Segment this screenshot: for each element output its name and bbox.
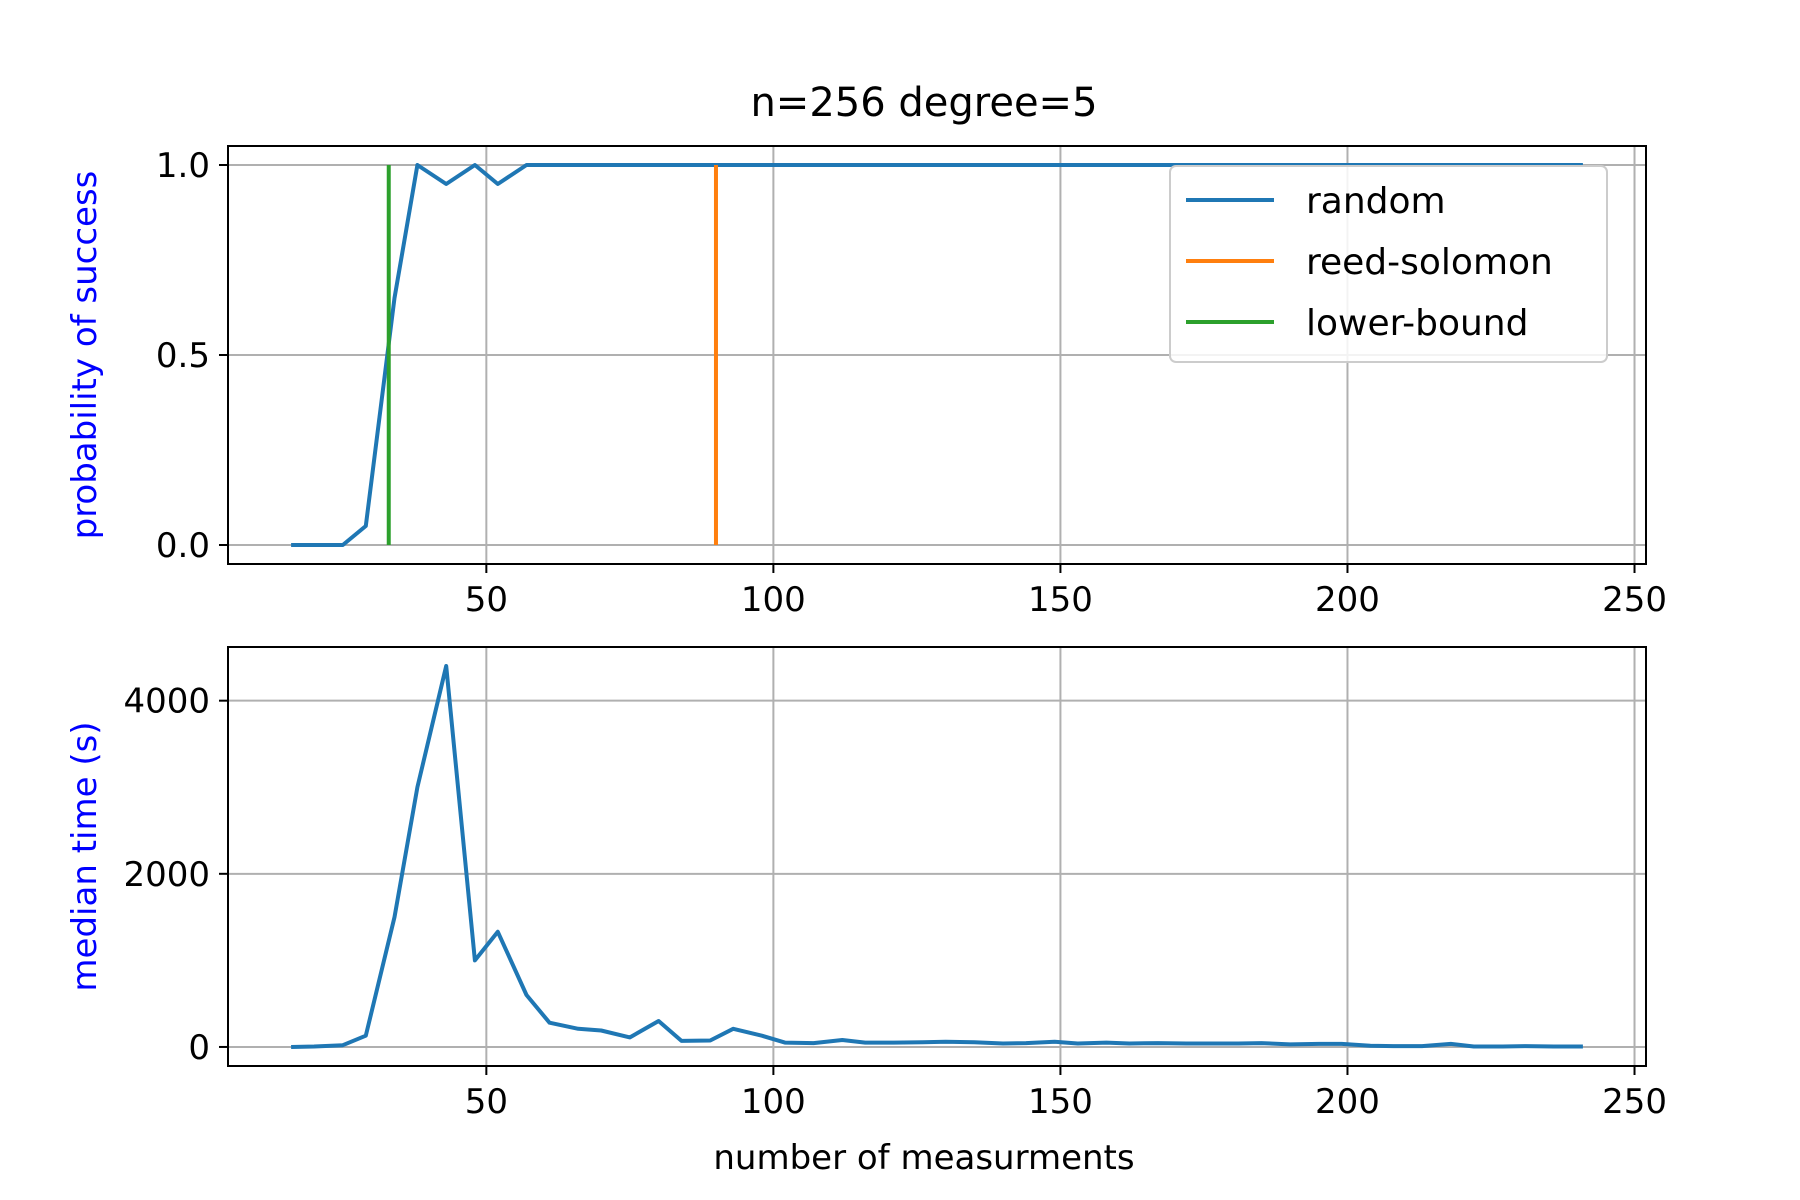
legend-item-reed-solomon: reed-solomon	[1186, 242, 1553, 283]
x-tick-label: 150	[1028, 1082, 1093, 1122]
axes-frame	[227, 646, 1647, 1067]
x-tick-label: 100	[741, 1082, 806, 1122]
y-ticks: 0 2000 4000	[123, 682, 228, 1068]
chart-title: n=256 degree=5	[750, 80, 1097, 126]
x-ticks: 50 100 150 200 250	[465, 564, 1667, 620]
y-tick-label: 0.0	[156, 526, 210, 566]
x-tick-label: 150	[1028, 580, 1093, 620]
y-tick-label: 1.0	[156, 146, 210, 186]
series-line-random	[291, 664, 1583, 1049]
median-time-panel: 50 100 150 200 250 0 2000 4000 median time (s)	[65, 646, 1667, 1122]
x-tick-label: 100	[741, 580, 806, 620]
legend-label: reed-solomon	[1306, 242, 1553, 283]
legend-item-lower-bound: lower-bound	[1186, 303, 1528, 344]
x-tick-label: 50	[465, 580, 508, 620]
x-tick-label: 250	[1602, 580, 1667, 620]
y-tick-label: 2000	[123, 855, 210, 895]
legend: random reed-solomon lower-bound	[1169, 165, 1608, 363]
x-tick-label: 250	[1602, 1082, 1667, 1122]
legend-label: random	[1306, 181, 1446, 222]
success-probability-panel: 50 100 150 200 250 0.0 0.5 1.0 probability of …	[65, 145, 1667, 620]
legend-label: lower-bound	[1306, 303, 1528, 344]
y-tick-label: 0.5	[156, 336, 210, 376]
x-tick-label: 200	[1315, 1082, 1380, 1122]
legend-item-random: random	[1186, 181, 1446, 222]
series-lines	[291, 664, 1583, 1049]
y-ticks: 0.0 0.5 1.0	[156, 146, 228, 566]
y-tick-label: 4000	[123, 682, 210, 722]
y-axis-label: median time (s)	[65, 721, 105, 991]
x-tick-label: 200	[1315, 580, 1380, 620]
legend-box	[1169, 165, 1608, 363]
x-axis-label: number of measurments	[713, 1138, 1134, 1178]
x-ticks: 50 100 150 200 250	[465, 1066, 1667, 1122]
y-axis-label: probability of success	[65, 171, 105, 540]
y-tick-label: 0	[188, 1028, 210, 1068]
x-tick-label: 50	[465, 1082, 508, 1122]
